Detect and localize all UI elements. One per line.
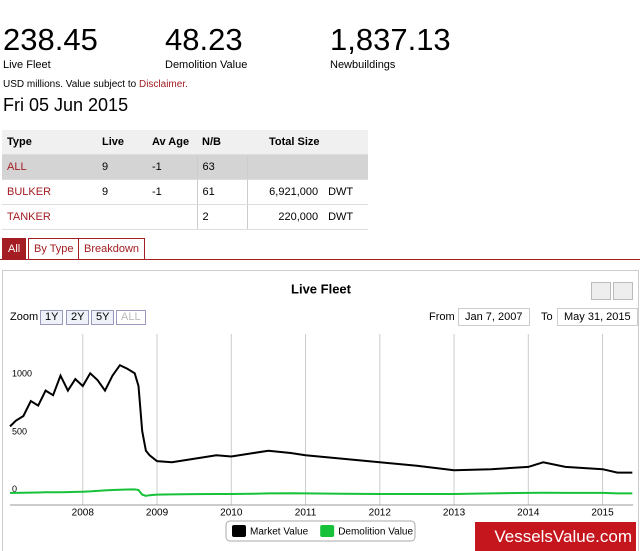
th: Av Age	[147, 130, 197, 155]
chart-frame	[2, 270, 639, 551]
from-input[interactable]: Jan 7, 2007	[458, 308, 530, 326]
date: Fri 05 Jun 2015	[3, 95, 129, 115]
header-row: Type Live Av Age N/B Total Size	[2, 130, 368, 155]
series-line	[10, 488, 633, 497]
chart-title: Live Fleet	[291, 281, 352, 296]
download-button[interactable]	[613, 282, 633, 300]
tab[interactable]: Breakdown	[78, 238, 146, 259]
series-line	[9, 363, 633, 474]
cell: -1	[147, 179, 197, 205]
cell: 2	[196, 204, 247, 230]
stat-label: Live Fleet	[3, 59, 51, 71]
stat-label: Newbuildings	[330, 59, 396, 71]
th: Live	[97, 130, 147, 155]
cell: DWT	[323, 179, 368, 205]
x-tick-label: 2011	[295, 508, 317, 519]
stat-value: 48.23	[165, 22, 243, 57]
cell: DWT	[323, 204, 368, 230]
legend-label: Market Value	[250, 527, 309, 538]
x-tick-label: 2013	[443, 508, 466, 519]
x-tick-label: 2012	[369, 508, 392, 519]
x-tick-label: 2009	[146, 508, 169, 519]
y-tick-label: 0	[12, 484, 17, 494]
stat-label: Demolition Value	[165, 59, 248, 71]
legend-item[interactable]: Market Value	[232, 525, 309, 538]
y-tick-label: 1000	[12, 369, 32, 379]
chart: Live Fleet 2008 2009 2010 2011 2012 2013 2014 2…	[9, 281, 633, 542]
print-button[interactable]	[591, 282, 611, 300]
zoom-button[interactable]: 2Y	[66, 310, 90, 325]
legend-swatch	[232, 525, 246, 537]
note-line: USD millions. Value subject to Disclaime…	[3, 79, 188, 90]
to-label: To	[541, 311, 553, 323]
x-tick-label: 2014	[517, 508, 540, 519]
zoom-button[interactable]: 5Y	[91, 310, 115, 325]
note: USD millions. Value subject to	[3, 79, 137, 90]
logo[interactable]: VesselsValue.com	[475, 522, 636, 551]
th: Type	[2, 130, 97, 155]
x-tick-label: 2008	[72, 508, 95, 519]
tab-rule	[0, 259, 640, 260]
legend-swatch	[320, 525, 335, 537]
row[interactable]: TANKER 2 220,000 DWT	[2, 204, 368, 230]
cell: 61	[196, 179, 247, 205]
legend-item[interactable]: Demolition Value	[320, 525, 413, 538]
fleet-table: Type Live Av Age N/B Total Size ALL 9 -1…	[2, 130, 368, 230]
from-label: From	[429, 311, 455, 323]
zoom-label: Zoom	[10, 311, 39, 323]
tab[interactable]: All	[2, 238, 27, 259]
cell: 6,921,000	[246, 179, 324, 205]
x-tick-label: 2015	[591, 508, 614, 519]
tab[interactable]: By Type	[28, 238, 80, 259]
th: Total Size	[247, 130, 368, 155]
row[interactable]: ALL 9 -1 63	[2, 154, 368, 180]
y-tick-label: 500	[12, 426, 27, 436]
cell: -1	[147, 154, 197, 180]
disclaimer-link[interactable]: Disclaimer.	[138, 79, 188, 90]
cell: 220,000	[246, 204, 324, 230]
cell: BULKER	[2, 179, 97, 205]
cell: 63	[196, 154, 247, 180]
cell: ALL	[2, 154, 97, 180]
cell: 9	[97, 179, 147, 205]
stat-value: 238.45	[3, 22, 98, 57]
x-tick-label: 2010	[220, 508, 243, 519]
legend-label: Demolition Value	[338, 527, 413, 538]
stat-value: 1,837.13	[330, 22, 451, 57]
to-input[interactable]: May 31, 2015	[557, 308, 638, 326]
cell: 9	[97, 154, 147, 180]
zoom-button[interactable]: ALL	[116, 310, 146, 325]
cell: TANKER	[2, 204, 97, 230]
zoom-button[interactable]: 1Y	[40, 310, 64, 325]
row[interactable]: BULKER 9 -1 61 6,921,000 DWT	[2, 179, 368, 205]
th: N/B	[197, 130, 247, 155]
